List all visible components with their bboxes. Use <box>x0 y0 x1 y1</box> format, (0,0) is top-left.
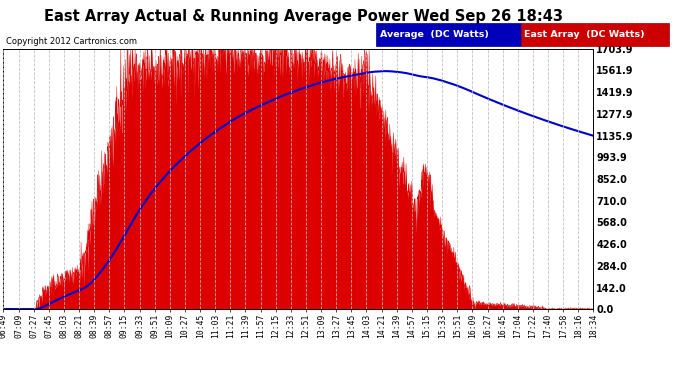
Text: East Array  (DC Watts): East Array (DC Watts) <box>524 30 645 39</box>
Text: Copyright 2012 Cartronics.com: Copyright 2012 Cartronics.com <box>6 38 137 46</box>
Text: Average  (DC Watts): Average (DC Watts) <box>380 30 489 39</box>
Text: East Array Actual & Running Average Power Wed Sep 26 18:43: East Array Actual & Running Average Powe… <box>44 9 563 24</box>
